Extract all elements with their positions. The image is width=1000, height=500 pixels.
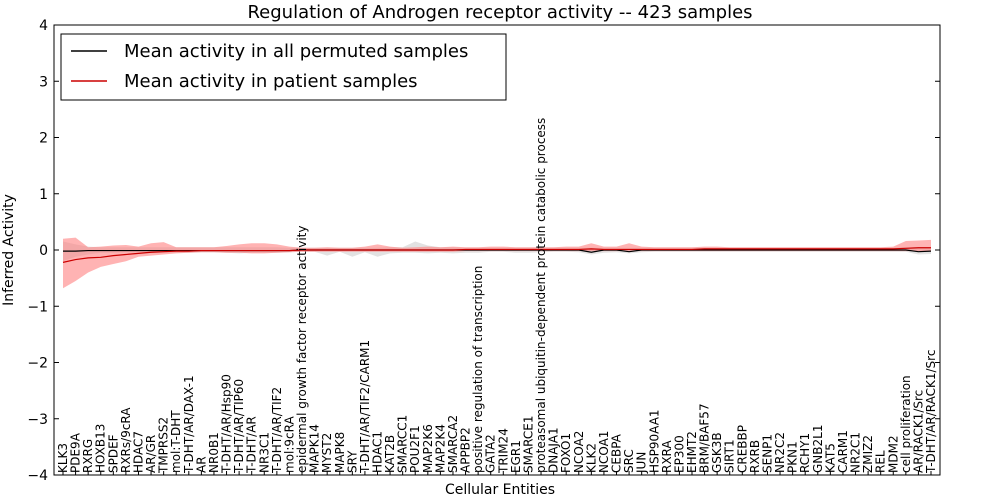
chart-title: Regulation of Androgen receptor activity… xyxy=(247,2,752,23)
x-tick-label: T-DHT/AR/Hsp90 xyxy=(220,374,234,474)
x-tick-label: SPDEF xyxy=(106,434,120,473)
x-tick-label: EP300 xyxy=(672,435,686,473)
x-tick-label: HDAC7 xyxy=(131,431,145,473)
x-tick-label: POU2F1 xyxy=(408,425,422,473)
y-axis-label: Inferred Activity xyxy=(1,194,17,306)
x-tick-label: NR3C1 xyxy=(257,432,271,473)
x-tick-label: DNAJA1 xyxy=(547,427,561,473)
legend-label-permuted: Mean activity in all permuted samples xyxy=(124,41,468,62)
x-tick-label: SENP1 xyxy=(760,434,774,473)
x-tick-label: cell proliferation xyxy=(899,375,913,473)
x-tick-label: NR2C1 xyxy=(849,432,863,473)
x-tick-label: SMARCE1 xyxy=(521,415,535,473)
x-tick-label: SRY xyxy=(345,450,359,473)
x-axis-category-labels: KLK3PDE9ARXRGHOXB13SPDEFRXRs/9cRAHDAC7AR… xyxy=(56,118,938,475)
series-1-line xyxy=(62,247,931,263)
x-tick-label: RXRs/9cRA xyxy=(119,407,133,473)
x-tick-label: MAP2K6 xyxy=(421,424,435,473)
x-tick-label: T-DHT/AR/TIP60 xyxy=(232,379,246,474)
x-tick-label: MAP2K4 xyxy=(433,424,447,473)
x-tick-label: SMARCC1 xyxy=(396,415,410,473)
y-tick-label: 3 xyxy=(39,74,48,90)
x-tick-label: KAT2B xyxy=(383,435,397,473)
x-tick-label: T-DHT/AR/DAX-1 xyxy=(182,375,196,474)
x-tick-label: PDE9A xyxy=(69,432,83,473)
series-0-confidence-band xyxy=(63,241,931,262)
plot-frame xyxy=(53,24,941,476)
y-tick-label: −4 xyxy=(27,468,48,484)
x-tick-label: APPBP2 xyxy=(459,427,473,473)
x-tick-label: MDM2 xyxy=(886,435,900,473)
x-tick-label: FOXO1 xyxy=(559,433,573,473)
x-tick-label: CARM1 xyxy=(836,430,850,473)
x-tick-label: mol:T-DHT xyxy=(169,410,183,473)
x-tick-label: MAPK14 xyxy=(308,424,322,473)
x-tick-label: CREBBP xyxy=(735,425,749,473)
x-tick-label: AR/RACK1/Src xyxy=(911,390,925,473)
x-tick-label: positive regulation of transcription xyxy=(471,266,485,473)
x-tick-label: T-DHT/AR xyxy=(245,416,259,474)
y-tick-label: −3 xyxy=(27,412,48,428)
x-tick-label: GNB2L1 xyxy=(811,425,825,473)
plot-area xyxy=(62,237,932,289)
x-tick-label: GSK3B xyxy=(710,432,724,473)
x-tick-label: HOXB13 xyxy=(94,424,108,473)
x-tick-label: RXRG xyxy=(81,439,95,473)
x-tick-label: NCOA1 xyxy=(597,431,611,473)
x-tick-label: T-DHT/AR/TIF2/CARM1 xyxy=(358,340,372,474)
x-tick-label: NR0B1 xyxy=(207,432,221,473)
y-tick-label: 2 xyxy=(39,131,48,147)
x-tick-label: T-DHT/AR/RACK1/Src xyxy=(924,350,938,474)
x-tick-label: REL xyxy=(874,450,888,473)
x-tick-label: SIRT1 xyxy=(723,439,737,473)
y-tick-label: 4 xyxy=(39,18,48,34)
x-tick-label: RXRB xyxy=(748,440,762,473)
x-tick-label: AR/GR xyxy=(144,435,158,473)
y-tick-label: −1 xyxy=(27,299,48,315)
x-tick-label: MYST2 xyxy=(320,433,334,473)
x-tick-label: KLK2 xyxy=(584,443,598,473)
x-tick-label: RXRA xyxy=(660,440,674,473)
legend-box xyxy=(60,33,507,101)
x-axis-label: Cellular Entities xyxy=(445,482,555,498)
series-1-confidence-band xyxy=(63,237,931,289)
x-tick-label: PKN1 xyxy=(786,441,800,473)
x-tick-label: EGR1 xyxy=(509,440,523,473)
x-tick-label: mol:9cRA xyxy=(282,416,296,473)
x-tick-label: HDAC1 xyxy=(370,431,384,473)
x-tick-label: SMARCA2 xyxy=(446,415,460,473)
y-tick-label: 0 xyxy=(39,243,48,259)
x-tick-label: HSP90AA1 xyxy=(647,409,661,473)
legend: Mean activity in all permuted samples Me… xyxy=(60,33,507,101)
legend-label-patient: Mean activity in patient samples xyxy=(124,71,418,92)
x-tick-label: RCHY1 xyxy=(798,433,812,473)
x-tick-label: AR xyxy=(194,456,208,473)
x-tick-label: proteasomal ubiquitin-dependent protein … xyxy=(534,118,548,473)
y-axis-ticks: −4 −3 −2 −1 0 1 2 3 4 xyxy=(27,18,940,484)
x-tick-label: ZMIZ2 xyxy=(861,435,875,473)
y-tick-label: −2 xyxy=(27,356,48,372)
x-tick-label: KLK3 xyxy=(56,443,70,473)
x-tick-label: epidermal growth factor receptor activit… xyxy=(295,226,309,473)
x-tick-label: EHMT2 xyxy=(685,431,699,473)
x-tick-label: T-DHT/AR/TIF2 xyxy=(270,387,284,474)
x-tick-label: TMPRSS2 xyxy=(157,417,171,474)
x-tick-label: GATA2 xyxy=(484,434,498,473)
x-tick-label: NR2C2 xyxy=(773,432,787,473)
x-tick-label: SRC xyxy=(622,449,636,473)
x-tick-label: MAPK8 xyxy=(333,432,347,473)
x-tick-label: NCOA2 xyxy=(572,431,586,473)
x-tick-label: TRIM24 xyxy=(496,428,510,474)
x-tick-label: JUN xyxy=(635,452,649,474)
x-tick-label: CEBPA xyxy=(610,433,624,473)
x-tick-label: KAT5 xyxy=(823,443,837,473)
x-tick-label: BRM/BAF57 xyxy=(698,403,712,473)
y-tick-label: 1 xyxy=(39,187,48,203)
